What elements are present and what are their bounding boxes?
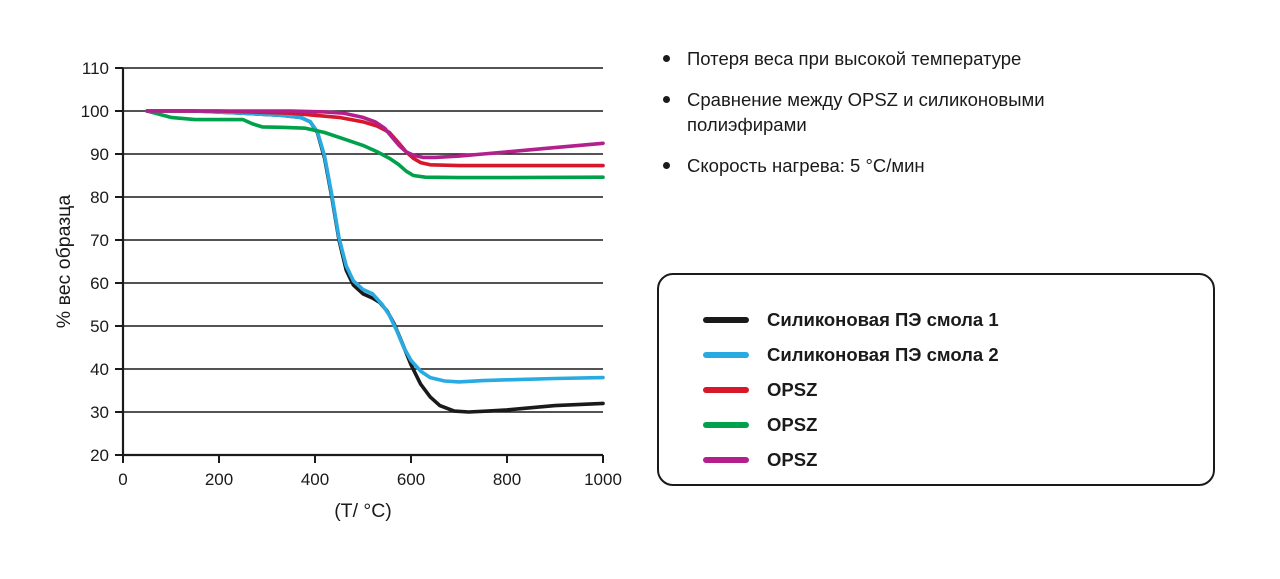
svg-text:80: 80 [90, 188, 109, 207]
legend-item: Силиконовая ПЭ смола 1 [703, 302, 1193, 337]
note-item: Сравнение между OPSZ и силиконовыми поли… [655, 87, 1135, 137]
svg-text:% вес образца: % вес образца [53, 195, 75, 329]
legend-item: Силиконовая ПЭ смола 2 [703, 337, 1193, 372]
legend-item: OPSZ [703, 407, 1193, 442]
svg-text:200: 200 [205, 470, 233, 489]
legend-label: OPSZ [767, 378, 818, 400]
svg-text:90: 90 [90, 145, 109, 164]
svg-text:50: 50 [90, 317, 109, 336]
svg-text:1000: 1000 [584, 470, 622, 489]
svg-text:800: 800 [493, 470, 521, 489]
legend-swatch-black-line [703, 316, 749, 323]
legend-swatch-green-line [703, 421, 749, 428]
svg-text:0: 0 [118, 470, 127, 489]
svg-text:40: 40 [90, 360, 109, 379]
legend-swatch-red-line [703, 386, 749, 393]
tga-chart: 20 30 40 50 60 70 80 90 100 110 0 200 400 600 800 1000 (… [53, 59, 622, 522]
svg-text:(T/ °C): (T/ °C) [334, 500, 392, 522]
legend-label: Силиконовая ПЭ смола 2 [767, 343, 999, 365]
svg-text:400: 400 [301, 470, 329, 489]
notes-list: Потеря веса при высокой температуре Срав… [655, 46, 1135, 178]
note-item: Скорость нагрева: 5 °C/мин [655, 153, 1135, 178]
legend-label: OPSZ [767, 413, 818, 435]
legend-swatch-blue-line [703, 351, 749, 358]
svg-text:110: 110 [82, 59, 109, 78]
legend-item: OPSZ [703, 372, 1193, 407]
legend-swatch-magenta-line [703, 456, 749, 463]
svg-text:70: 70 [90, 231, 109, 250]
legend: Силиконовая ПЭ смола 1 Силиконовая ПЭ см… [657, 273, 1215, 486]
legend-label: Силиконовая ПЭ смола 1 [767, 308, 999, 330]
svg-text:60: 60 [90, 274, 109, 293]
svg-text:600: 600 [397, 470, 425, 489]
svg-text:30: 30 [90, 403, 109, 422]
notes-panel: Потеря веса при высокой температуре Срав… [655, 46, 1230, 194]
svg-text:20: 20 [90, 446, 109, 465]
legend-label: OPSZ [767, 448, 818, 470]
svg-text:100: 100 [81, 102, 109, 121]
legend-item: OPSZ [703, 442, 1193, 477]
note-item: Потеря веса при высокой температуре [655, 46, 1135, 71]
